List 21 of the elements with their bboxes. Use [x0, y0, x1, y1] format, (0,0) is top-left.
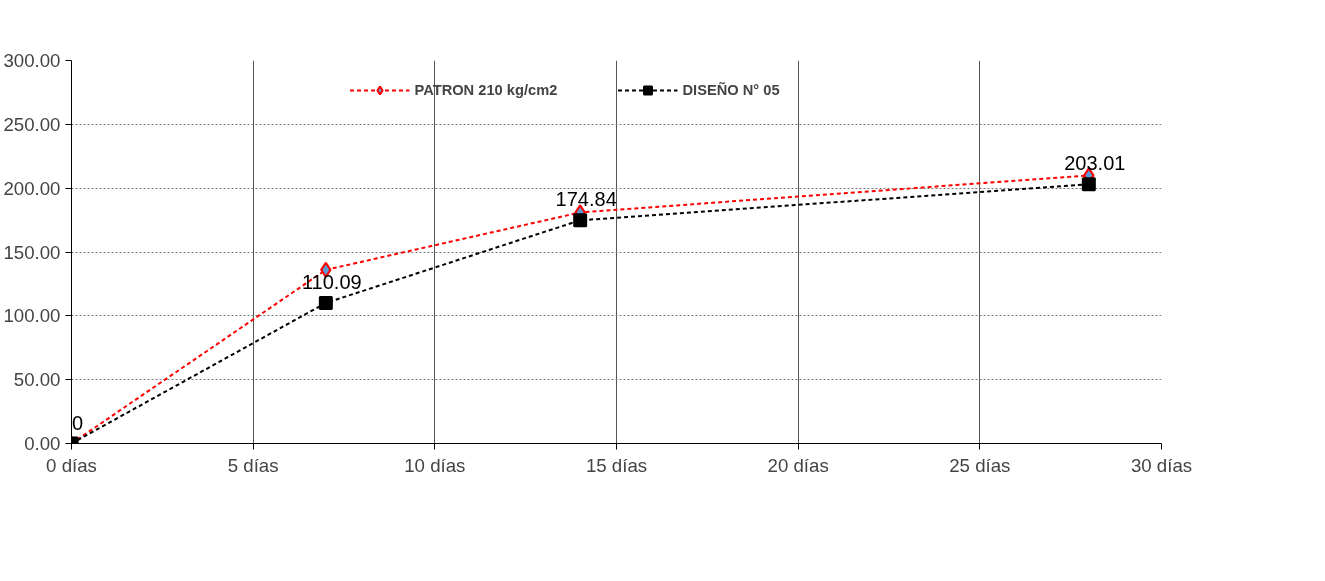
data-label: 203.01	[1064, 152, 1126, 175]
x-tick-label: 5 días	[227, 454, 279, 476]
y-tick-label: 0.00	[24, 433, 61, 454]
point	[318, 295, 333, 310]
x-tick-label: 30 días	[1130, 454, 1193, 476]
data-label: 110.09	[301, 270, 362, 293]
legend-label: DISEÑO N° 05	[682, 82, 781, 98]
x-tick-label: 0 días	[46, 454, 97, 476]
data-label: 0	[71, 411, 84, 434]
x-tick-label: 25 días	[949, 454, 1011, 476]
y-tick-label: 100.00	[3, 305, 61, 327]
y-tick-label: 50.00	[13, 369, 61, 391]
y-tick-label: 150.00	[3, 241, 61, 263]
y-tick-label: 250.00	[3, 113, 61, 135]
point	[573, 213, 588, 228]
y-tick-label: 200.00	[3, 177, 61, 199]
x-tick-label: 15 días	[585, 454, 648, 476]
point	[1081, 177, 1096, 192]
x-tick-label: 10 días	[404, 454, 466, 476]
y-tick-label: 300.00	[3, 50, 61, 71]
x-tick-label: 20 días	[767, 454, 829, 476]
